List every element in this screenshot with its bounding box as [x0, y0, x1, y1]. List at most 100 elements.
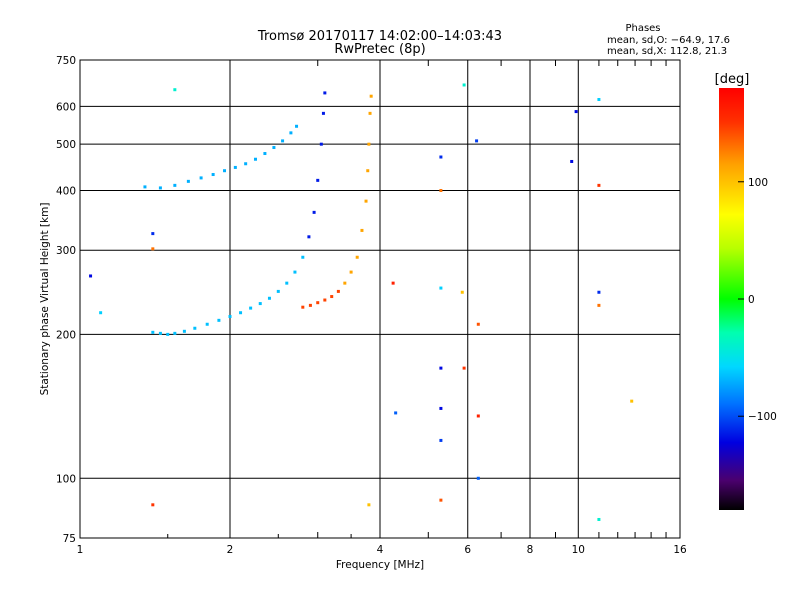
data-point: [249, 306, 253, 310]
data-point: [193, 326, 197, 330]
x-tick-label: 6: [464, 544, 471, 556]
y-axis-label: Stationary phase Virtual Height [km]: [39, 203, 51, 396]
data-point: [182, 329, 186, 333]
data-point: [476, 476, 480, 480]
data-point: [143, 185, 147, 189]
data-point: [367, 503, 371, 507]
data-point: [166, 332, 170, 336]
data-point: [597, 183, 601, 187]
data-point: [228, 314, 232, 318]
data-point: [281, 139, 285, 143]
x-axis-label: Frequency [MHz]: [336, 559, 424, 571]
data-point: [597, 98, 601, 102]
data-point: [276, 289, 280, 293]
data-point: [295, 124, 299, 128]
data-point: [217, 318, 221, 322]
data-point: [316, 301, 320, 305]
data-point: [151, 330, 155, 334]
data-point: [293, 270, 297, 274]
data-point: [233, 165, 237, 169]
y-tick-label: 600: [56, 101, 76, 113]
data-point: [394, 411, 398, 415]
data-point: [301, 255, 305, 259]
data-point: [462, 366, 466, 370]
phases-x-line: mean, sd,X: 112.8, 21.3: [607, 46, 727, 57]
data-point: [173, 331, 177, 335]
data-point: [173, 183, 177, 187]
x-tick-label: 1: [77, 544, 84, 556]
data-point: [267, 296, 271, 300]
data-point: [323, 298, 327, 302]
chart-title: Tromsø 20170117 14:02:00–14:03:43: [257, 29, 502, 44]
data-point: [244, 162, 248, 166]
data-point: [312, 210, 316, 214]
data-point: [211, 173, 215, 177]
x-tick-label: 4: [377, 544, 384, 556]
data-point: [223, 169, 227, 173]
data-point: [301, 305, 305, 309]
data-point: [323, 91, 327, 95]
data-point: [597, 517, 601, 521]
data-point: [151, 247, 155, 251]
data-point: [89, 274, 93, 278]
data-point: [336, 289, 340, 293]
x-tick-label: 10: [572, 544, 585, 556]
data-point: [330, 295, 334, 299]
chart-subtitle: RwPretec (8p): [334, 42, 425, 57]
colorbar-tick-label: 100: [748, 177, 768, 189]
data-point: [186, 179, 190, 183]
data-point: [439, 155, 443, 159]
y-tick-label: 750: [56, 55, 76, 67]
data-point: [253, 157, 257, 161]
x-tick-label: 2: [227, 544, 234, 556]
data-point: [597, 290, 601, 294]
plot-frame: [79, 59, 681, 539]
phases-o-line: mean, sd,O: −64.9, 17.6: [607, 35, 730, 46]
data-point: [574, 110, 578, 114]
data-point: [99, 311, 103, 315]
phases-title: Phases: [625, 23, 660, 34]
x-tick-label: 16: [673, 544, 687, 556]
y-tick-label: 100: [56, 473, 76, 485]
data-point: [597, 303, 601, 307]
y-tick-label: 200: [56, 329, 76, 341]
data-point: [158, 331, 162, 335]
data-point: [158, 186, 162, 190]
data-point: [360, 228, 364, 232]
data-point: [316, 178, 320, 182]
colorbar-tick-label: −100: [748, 411, 777, 423]
y-tick-label: 500: [56, 139, 76, 151]
data-point: [439, 498, 443, 502]
colorbar-tick-label: 0: [748, 294, 755, 306]
data-point: [319, 142, 323, 146]
data-point: [272, 146, 276, 150]
data-point: [355, 255, 359, 259]
data-point: [476, 322, 480, 326]
data-point: [439, 188, 443, 192]
data-point: [289, 131, 293, 135]
data-point: [151, 503, 155, 507]
data-point: [475, 139, 479, 143]
data-point: [258, 302, 262, 306]
data-point: [343, 281, 347, 285]
data-point: [439, 406, 443, 410]
y-tick-label: 400: [56, 185, 76, 197]
data-point: [199, 176, 203, 180]
y-axis-ticks: 75 100 200 300 400 500 600 750: [56, 55, 76, 545]
data-point: [462, 83, 466, 87]
data-point: [173, 88, 177, 92]
data-point: [349, 270, 353, 274]
data-point: [439, 438, 443, 442]
x-tick-label: 8: [527, 544, 534, 556]
data-point: [307, 235, 311, 239]
y-tick-label: 300: [56, 245, 76, 257]
colorbar-ticks: 100 0 −100: [738, 177, 777, 423]
data-point: [151, 232, 155, 236]
data-point: [367, 142, 371, 146]
data-point: [630, 399, 634, 403]
data-point: [263, 152, 267, 156]
data-point: [460, 290, 464, 294]
data-point: [308, 303, 312, 307]
data-point: [570, 159, 574, 163]
